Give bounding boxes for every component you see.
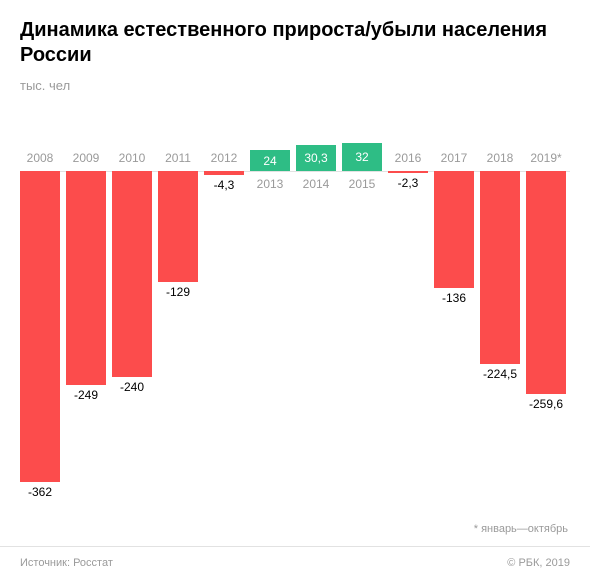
value-label: -259,6 (525, 397, 567, 411)
value-label: -362 (19, 485, 61, 499)
year-label: 2019* (525, 151, 567, 165)
year-label: 2018 (479, 151, 521, 165)
value-label: 32 (341, 150, 383, 164)
chart-title: Динамика естественного прироста/убыли на… (20, 18, 570, 68)
value-label: -136 (433, 291, 475, 305)
bar-chart: 2008 -362 2009 -249 2010 -240 2011 -129 2012 -4,3… (20, 101, 570, 511)
year-label: 2009 (65, 151, 107, 165)
year-label: 2014 (295, 177, 337, 191)
bar (112, 171, 152, 377)
footnote: * январь—октябрь (474, 523, 568, 535)
year-label: 2013 (249, 177, 291, 191)
bar (66, 171, 106, 385)
bar (20, 171, 60, 482)
bar (158, 171, 198, 282)
bar (388, 171, 428, 173)
chart-subtitle: тыс. чел (20, 78, 570, 93)
value-label: 30,3 (295, 151, 337, 165)
year-label: 2017 (433, 151, 475, 165)
year-label: 2012 (203, 151, 245, 165)
value-label: -240 (111, 380, 153, 394)
year-label: 2008 (19, 151, 61, 165)
value-label: -224,5 (479, 367, 521, 381)
year-label: 2015 (341, 177, 383, 191)
year-label: 2010 (111, 151, 153, 165)
value-label: 24 (249, 154, 291, 168)
source: Источник: Росстат (20, 557, 113, 569)
value-label: -129 (157, 285, 199, 299)
bar (434, 171, 474, 288)
year-label: 2011 (157, 151, 199, 165)
footer: Источник: Росстат © РБК, 2019 (0, 546, 590, 579)
value-label: -249 (65, 388, 107, 402)
value-label: -4,3 (203, 178, 245, 192)
value-label: -2,3 (387, 176, 429, 190)
bar (480, 171, 520, 364)
credit: © РБК, 2019 (507, 557, 570, 569)
bar (204, 171, 244, 175)
year-label: 2016 (387, 151, 429, 165)
source-name: Росстат (73, 557, 113, 569)
source-prefix: Источник: (20, 557, 73, 569)
bar (526, 171, 566, 394)
